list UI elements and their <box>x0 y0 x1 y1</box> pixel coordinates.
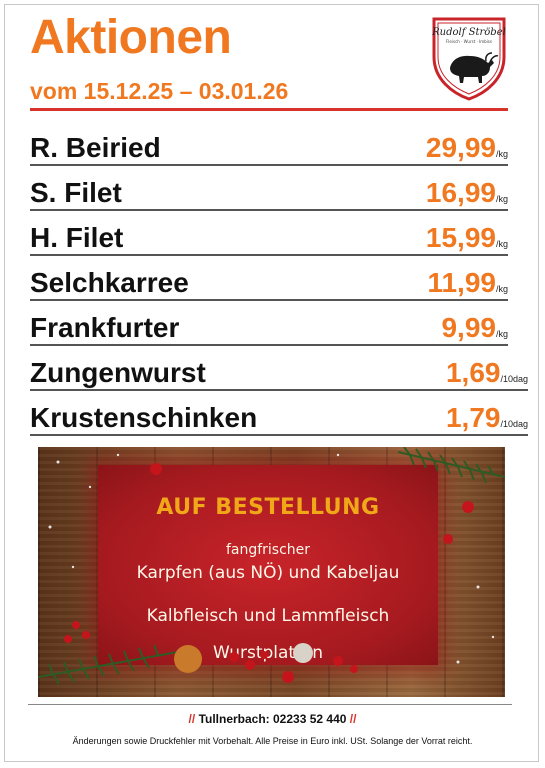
snowflake-icon <box>48 453 495 664</box>
promo-panel: AUF BESTELLUNG fangfrischer Karpfen (aus… <box>98 465 438 665</box>
ornament-icon <box>174 643 313 673</box>
fir-branch-icon <box>38 447 505 685</box>
row-underline <box>30 254 508 256</box>
logo-tagline: Fleisch · Wurst · Imbiss <box>446 39 492 44</box>
product-price: 16,99 <box>425 177 496 208</box>
product-row: Zungenwurst 1,69/10dag <box>30 353 528 398</box>
product-row: S. Filet 16,99/kg <box>30 173 508 218</box>
product-row: Frankfurter 9,99/kg <box>30 308 508 353</box>
contact-line: // Tullnerbach: 02233 52 440 // <box>0 712 545 726</box>
product-row: R. Beiried 29,99/kg <box>30 128 508 173</box>
product-price: 1,79 <box>445 402 501 433</box>
product-price: 15,99 <box>425 222 496 253</box>
product-name: Selchkarree <box>30 267 189 298</box>
product-row: H. Filet 15,99/kg <box>30 218 508 263</box>
product-list: R. Beiried 29,99/kg S. Filet 16,99/kg H.… <box>30 128 528 443</box>
product-unit: /kg <box>495 329 508 339</box>
page-frame <box>4 4 539 762</box>
product-name: Frankfurter <box>30 312 180 343</box>
promo-heading: AUF BESTELLUNG <box>156 495 380 520</box>
row-underline <box>30 389 528 391</box>
row-underline <box>30 299 508 301</box>
christmas-decoration <box>38 447 505 685</box>
product-name: S. Filet <box>30 177 122 208</box>
product-unit: /10dag <box>500 419 528 429</box>
product-price: 11,99 <box>427 267 496 298</box>
butcher-logo: Rudolf Ströbel Fleisch · Wurst · Imbiss <box>431 17 506 101</box>
row-underline <box>30 344 508 346</box>
berry-icon <box>64 463 474 683</box>
product-unit: /kg <box>495 194 508 204</box>
product-name: R. Beiried <box>30 132 161 163</box>
product-unit: /10dag <box>500 374 528 384</box>
promo-banner: AUF BESTELLUNG fangfrischer Karpfen (aus… <box>38 447 505 697</box>
promo-line: fangfrischer <box>225 542 311 558</box>
promo-line: Kalbfleisch und Lammfleisch <box>146 606 390 626</box>
slash-separator: // <box>349 712 357 726</box>
footer-divider <box>28 704 512 705</box>
logo-brand: Rudolf Ströbel <box>431 27 506 38</box>
bull-icon <box>450 52 499 83</box>
product-row: Krustenschinken 1,79/10dag <box>30 398 528 443</box>
promo-line: Karpfen (aus NÖ) und Kabeljau <box>136 563 400 583</box>
product-price: 9,99 <box>441 312 496 343</box>
product-row: Selchkarree 11,99/kg <box>30 263 508 308</box>
product-price: 29,99 <box>425 132 496 163</box>
date-range: vom 15.12.25 – 03.01.26 <box>30 78 289 104</box>
product-name: H. Filet <box>30 222 124 253</box>
row-underline <box>30 209 508 211</box>
header-divider <box>30 108 508 111</box>
page-title: Aktionen <box>30 11 232 64</box>
row-underline <box>30 164 508 166</box>
product-price: 1,69 <box>445 357 501 388</box>
product-name: Krustenschinken <box>30 402 258 433</box>
row-underline <box>30 434 528 436</box>
product-unit: /kg <box>495 284 508 294</box>
product-unit: /kg <box>495 239 508 249</box>
product-unit: /kg <box>495 149 508 159</box>
disclaimer-text: Änderungen sowie Druckfehler mit Vorbeha… <box>72 736 473 746</box>
phone-number: Tullnerbach: 02233 52 440 <box>198 712 347 726</box>
slash-separator: // <box>188 712 196 726</box>
product-name: Zungenwurst <box>30 357 206 388</box>
